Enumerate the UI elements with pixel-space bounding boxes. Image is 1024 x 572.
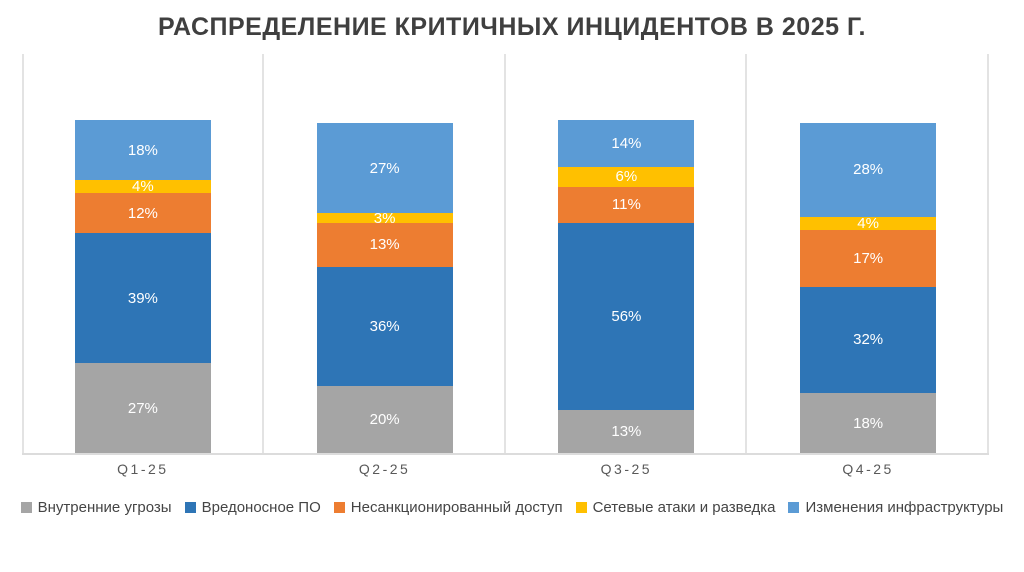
category-label[interactable]: Q1-25 [117, 461, 169, 477]
segment-q1-25[interactable]: 4% [74, 178, 211, 196]
segment-q1-25[interactable]: 18% [74, 120, 211, 180]
data-label: 12% [127, 204, 158, 222]
legend-label: Сетевые атаки и разведка [592, 499, 776, 516]
data-label: 4% [132, 178, 154, 196]
data-label: 27% [369, 159, 400, 177]
segment-q2-25[interactable]: 13% [316, 223, 453, 267]
segment-q4-25[interactable]: 17% [800, 229, 937, 287]
segment-q3-25[interactable]: 11% [558, 186, 695, 224]
legend-item[interactable]: Сетевые атаки и разведка [575, 499, 776, 516]
data-label: 56% [611, 307, 642, 325]
data-label: 18% [127, 141, 158, 159]
category-label[interactable]: Q2-25 [358, 461, 411, 477]
segment-q3-25[interactable]: 6% [558, 166, 695, 187]
category-boundary-line [745, 54, 748, 455]
plot-area: 27% 39% 12% 4% 18% 20% 36% 13% 3% 27% 13% 56% 11% 6% 1… [22, 54, 989, 455]
segment-q4-25[interactable]: 28% [800, 123, 937, 217]
data-label: 13% [611, 422, 642, 440]
legend-swatch-icon [184, 502, 196, 513]
legend-item[interactable]: Несанкционированный доступ [333, 499, 563, 516]
data-label: 28% [853, 161, 884, 179]
bar-q1-25[interactable]: 27% 39% 12% 4% 18% [74, 120, 211, 453]
legend-swatch-icon [788, 502, 800, 513]
segment-q2-25[interactable]: 3% [316, 209, 453, 227]
data-label: 14% [611, 134, 642, 152]
data-label: 32% [853, 331, 884, 349]
segment-q2-25[interactable]: 36% [316, 266, 453, 387]
segment-q4-25[interactable]: 4% [800, 214, 937, 232]
legend-item[interactable]: Внутренние угрозы [20, 499, 172, 516]
data-label: 39% [127, 289, 158, 307]
data-label: 11% [611, 196, 641, 214]
segment-q2-25[interactable]: 27% [316, 123, 453, 214]
data-label: 6% [615, 168, 638, 186]
legend-swatch-icon [333, 502, 345, 513]
bar-q4-25[interactable]: 18% 32% 17% 4% 28% [800, 123, 937, 453]
data-label: 27% [127, 399, 158, 417]
chart-title: РАСПРЕДЕЛЕНИЕ КРИТИЧНЫХ ИНЦИДЕНТОВ В 202… [158, 13, 866, 41]
category-boundary-line [987, 54, 989, 455]
segment-q4-25[interactable]: 18% [800, 393, 937, 453]
legend-item[interactable]: Вредоносное ПО [184, 499, 321, 516]
data-label: 3% [373, 209, 396, 227]
segment-q3-25[interactable]: 56% [558, 223, 695, 410]
segment-q2-25[interactable]: 20% [316, 386, 453, 453]
data-label: 13% [369, 236, 400, 254]
category-boundary-line [261, 54, 264, 455]
legend-label: Изменения инфраструктуры [805, 499, 1004, 516]
data-label: 4% [857, 214, 879, 232]
segment-q1-25[interactable]: 39% [74, 233, 211, 364]
legend-label: Вредоносное ПО [201, 499, 321, 516]
data-label: 18% [853, 414, 884, 432]
segment-q1-25[interactable]: 27% [74, 363, 211, 453]
category-axis: Q1-25 Q2-25 Q3-25 Q4-25 [22, 461, 989, 477]
category-boundary-line [503, 54, 506, 455]
data-label: 20% [369, 411, 400, 429]
bar-q2-25[interactable]: 20% 36% 13% 3% 27% [316, 123, 453, 453]
legend-swatch-icon [575, 502, 587, 513]
category-label[interactable]: Q3-25 [600, 461, 653, 477]
category-boundary-line [22, 54, 24, 455]
bar-q3-25[interactable]: 13% 56% 11% 6% 14% [558, 120, 695, 453]
segment-q1-25[interactable]: 12% [74, 193, 211, 234]
data-label: 17% [853, 249, 884, 267]
legend: Внутренние угрозы Вредоносное ПО Несанкцио… [0, 499, 1024, 516]
legend-label: Внутренние угрозы [37, 499, 172, 516]
legend-swatch-icon [20, 502, 32, 513]
category-label[interactable]: Q4-25 [842, 461, 894, 477]
segment-q4-25[interactable]: 32% [800, 286, 937, 394]
legend-label: Несанкционированный доступ [350, 499, 563, 516]
data-label: 36% [369, 317, 400, 335]
segment-q3-25[interactable]: 13% [558, 409, 695, 453]
legend-item[interactable]: Изменения инфраструктуры [788, 499, 1003, 516]
segment-q3-25[interactable]: 14% [558, 120, 695, 167]
x-axis-line [22, 453, 989, 455]
